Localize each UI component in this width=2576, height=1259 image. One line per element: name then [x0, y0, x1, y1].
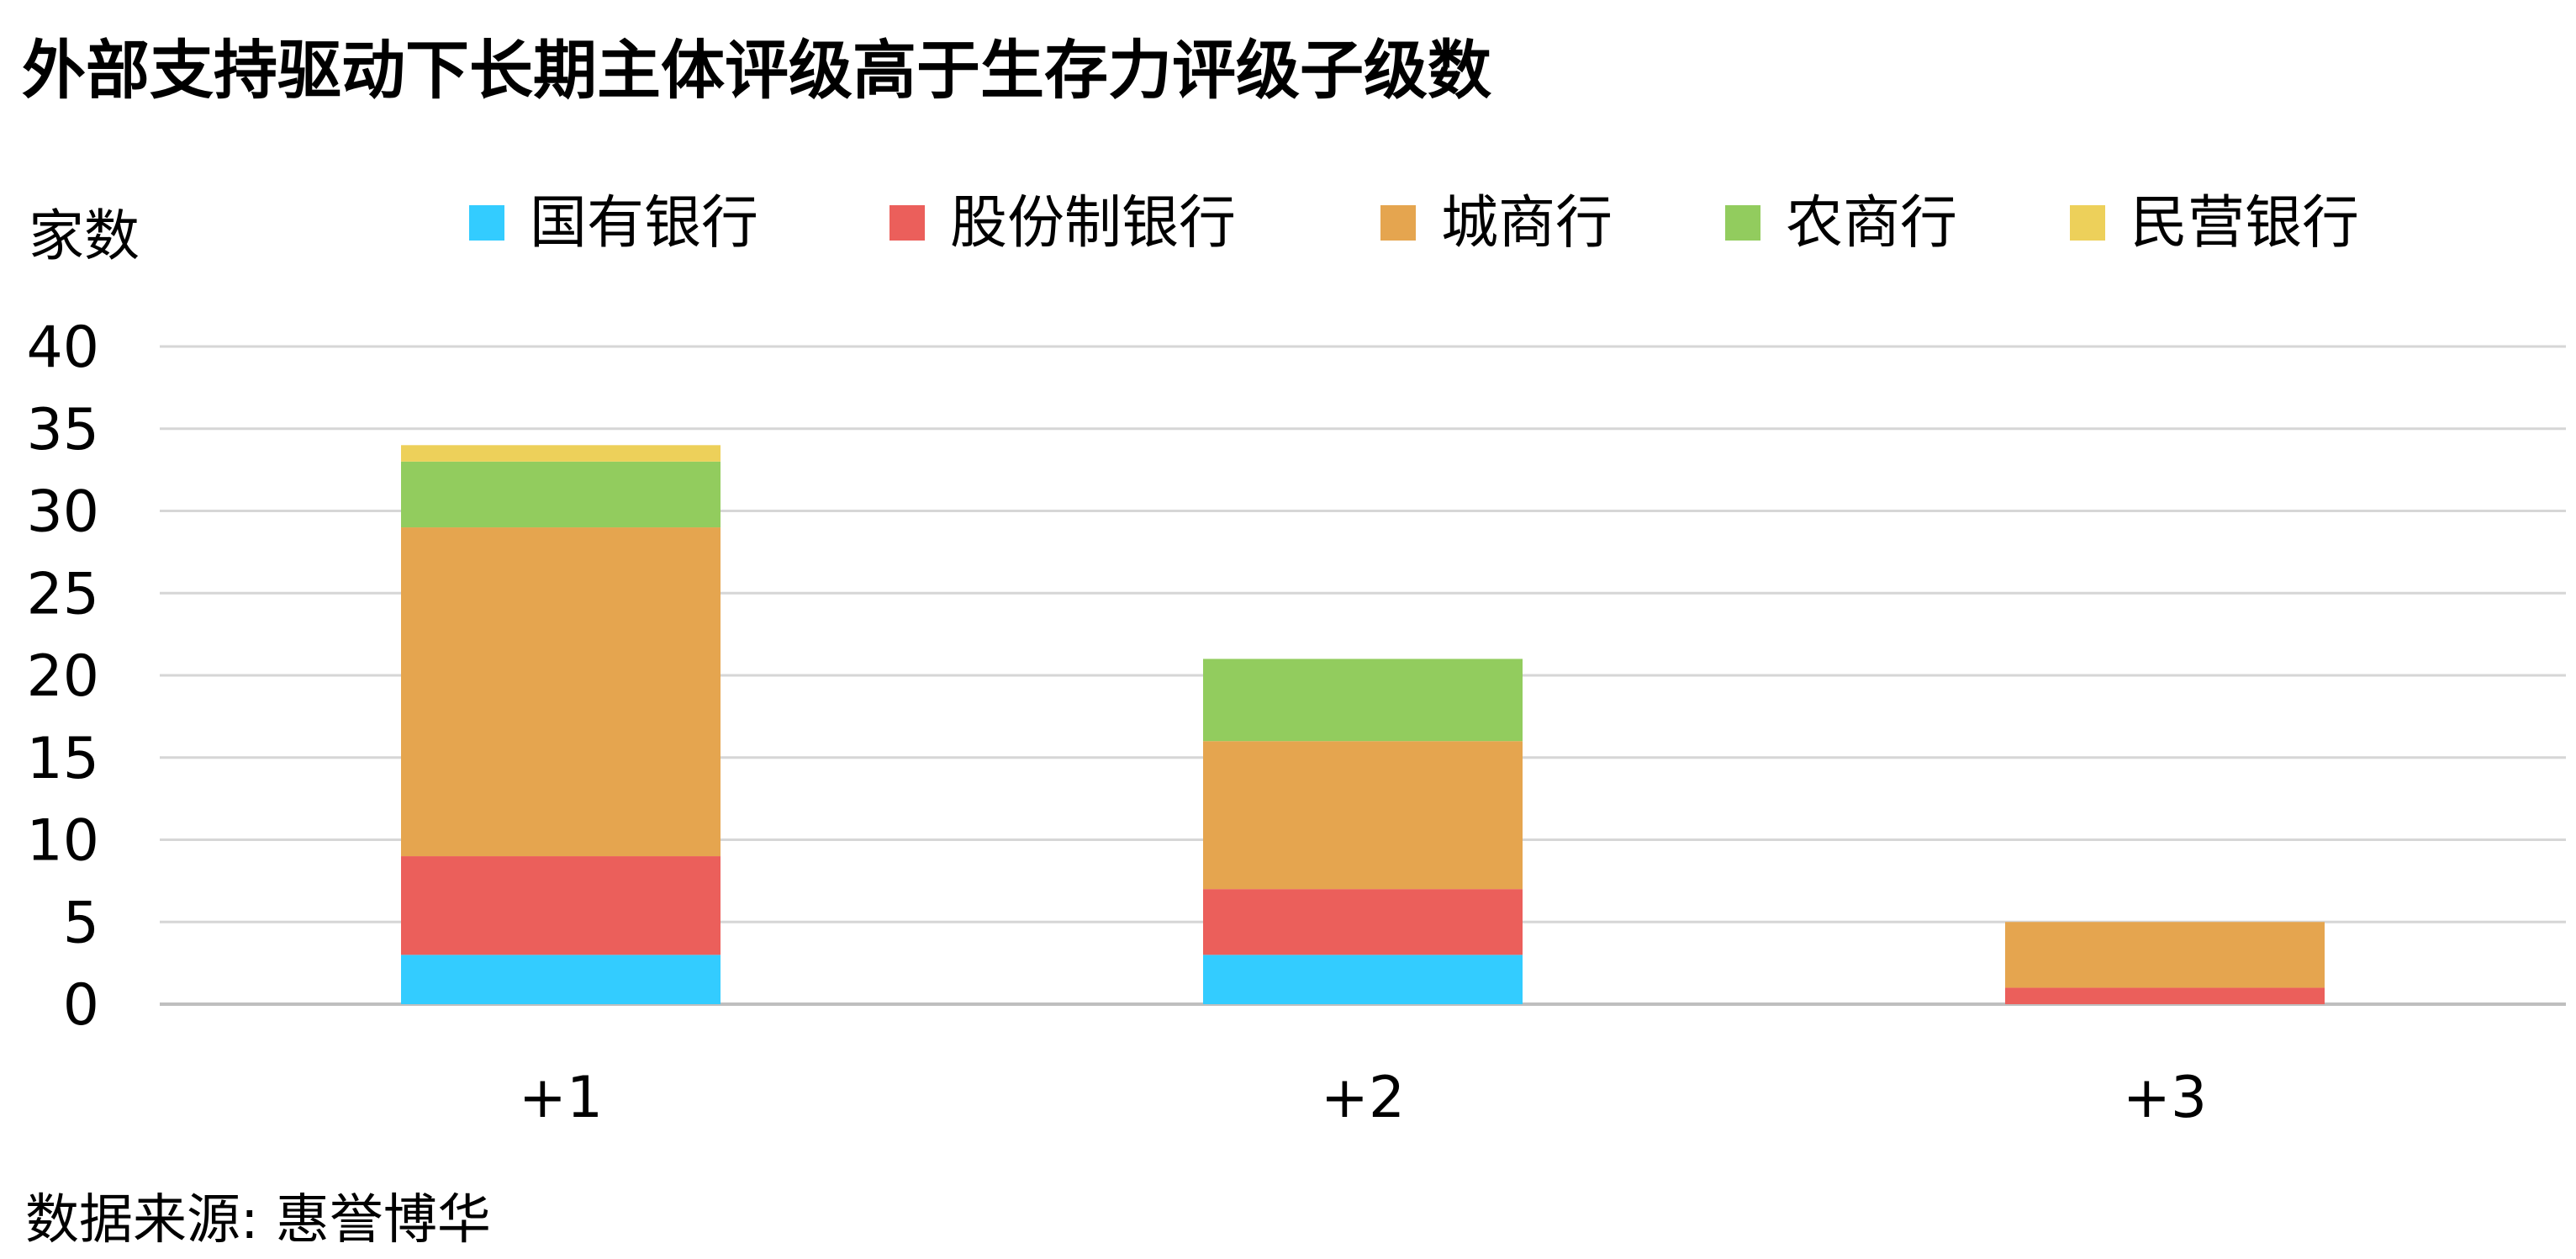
legend-swatch — [1380, 205, 1416, 241]
y-tick-label: 15 — [26, 726, 99, 792]
x-axis-ticks: +1 +2 +3 — [519, 1065, 2207, 1131]
bar-segment — [401, 445, 721, 462]
legend-swatch — [1725, 205, 1760, 241]
x-tick-label: +2 — [1321, 1065, 1405, 1131]
legend-swatch — [2070, 205, 2105, 241]
bar-segment — [1203, 955, 1523, 1004]
legend-label: 城商行 — [1441, 190, 1613, 257]
y-tick-label: 20 — [26, 643, 99, 710]
y-tick-label: 10 — [26, 808, 99, 875]
y-tick-label: 0 — [63, 972, 99, 1039]
legend-swatch — [889, 205, 925, 241]
y-axis-label: 家数 — [29, 204, 140, 268]
chart-title: 外部支持驱动下长期主体评级高于生存力评级子级数 — [22, 33, 1491, 108]
legend-swatch — [469, 205, 504, 241]
bar-segment — [401, 527, 721, 857]
legend: 国有银行 股份制银行 城商行 农商行 民营银行 — [469, 190, 2359, 257]
y-tick-label: 30 — [26, 479, 99, 546]
bar-segment — [1203, 889, 1523, 955]
y-tick-label: 40 — [26, 315, 99, 381]
bar-segment — [2005, 987, 2325, 1004]
legend-label: 股份制银行 — [950, 190, 1236, 257]
bar-segment — [1203, 659, 1523, 742]
x-tick-label: +3 — [2123, 1065, 2207, 1131]
bar-segment — [401, 461, 721, 528]
y-tick-label: 25 — [26, 561, 99, 627]
y-tick-label: 35 — [26, 397, 99, 463]
y-tick-label: 5 — [63, 890, 99, 956]
bar-segment — [1203, 741, 1523, 890]
legend-label: 国有银行 — [530, 190, 758, 257]
x-tick-label: +1 — [519, 1065, 603, 1131]
legend-label: 农商行 — [1786, 190, 1957, 257]
bar-segment — [401, 856, 721, 955]
legend-label: 民营银行 — [2130, 190, 2359, 257]
y-axis-ticks: 0 5 10 15 20 25 30 35 40 — [26, 315, 99, 1039]
source-note: 数据来源: 惠誉博华 — [25, 1189, 491, 1251]
bar-segment — [401, 955, 721, 1004]
bar-segment — [2005, 922, 2325, 988]
bars — [401, 445, 2325, 1004]
